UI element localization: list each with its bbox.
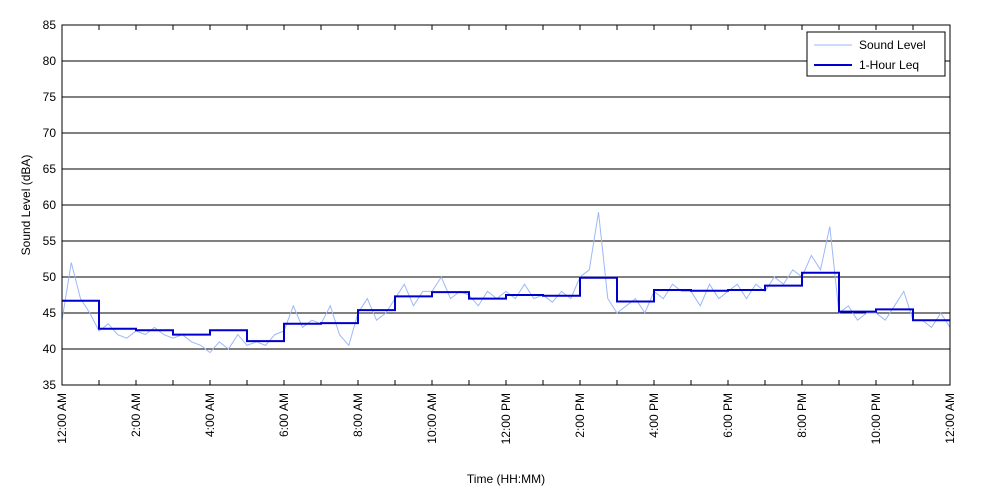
y-axis-label: Sound Level (dBA) (19, 155, 33, 256)
y-tick-label: 45 (43, 306, 57, 320)
y-tick-label: 70 (43, 126, 57, 140)
x-tick-label: 12:00 AM (943, 393, 957, 444)
x-tick-label: 12:00 PM (499, 393, 513, 444)
y-tick-label: 50 (43, 270, 57, 284)
x-axis-label: Time (HH:MM) (467, 472, 545, 486)
x-tick-label: 10:00 AM (425, 393, 439, 444)
legend-label-sound-level: Sound Level (859, 38, 926, 52)
x-tick-label: 8:00 PM (795, 393, 809, 438)
x-tick-label: 10:00 PM (869, 393, 883, 444)
x-tick-label: 6:00 PM (721, 393, 735, 438)
x-tick-label: 4:00 PM (647, 393, 661, 438)
legend-label-1-hour-leq: 1-Hour Leq (859, 58, 919, 72)
y-tick-label: 60 (43, 198, 57, 212)
legend: Sound Level 1-Hour Leq (806, 31, 946, 77)
x-tick-label: 2:00 AM (129, 393, 143, 437)
gridlines (62, 60, 950, 350)
x-tick-label: 4:00 AM (203, 393, 217, 437)
y-tick-label: 40 (43, 342, 57, 356)
x-tick-label: 2:00 PM (573, 393, 587, 438)
legend-box (806, 31, 946, 77)
y-tick-label: 55 (43, 234, 57, 248)
series-layer (61, 212, 951, 354)
y-ticks: 35 40 45 50 55 60 65 70 75 80 85 (43, 18, 57, 392)
x-tick-label: 6:00 AM (277, 393, 291, 437)
x-tick-label: 12:00 AM (55, 393, 69, 444)
y-tick-label: 80 (43, 54, 57, 68)
series-line-1-hour-leq (62, 271, 950, 343)
y-tick-label: 75 (43, 90, 57, 104)
x-ticks: 12:00 AM 2:00 AM 4:00 AM 6:00 AM 8:00 AM 10:0… (55, 25, 957, 444)
x-tick-label: 8:00 AM (351, 393, 365, 437)
y-tick-label: 35 (43, 378, 57, 392)
y-tick-label: 85 (43, 18, 57, 32)
y-tick-label: 65 (43, 162, 57, 176)
